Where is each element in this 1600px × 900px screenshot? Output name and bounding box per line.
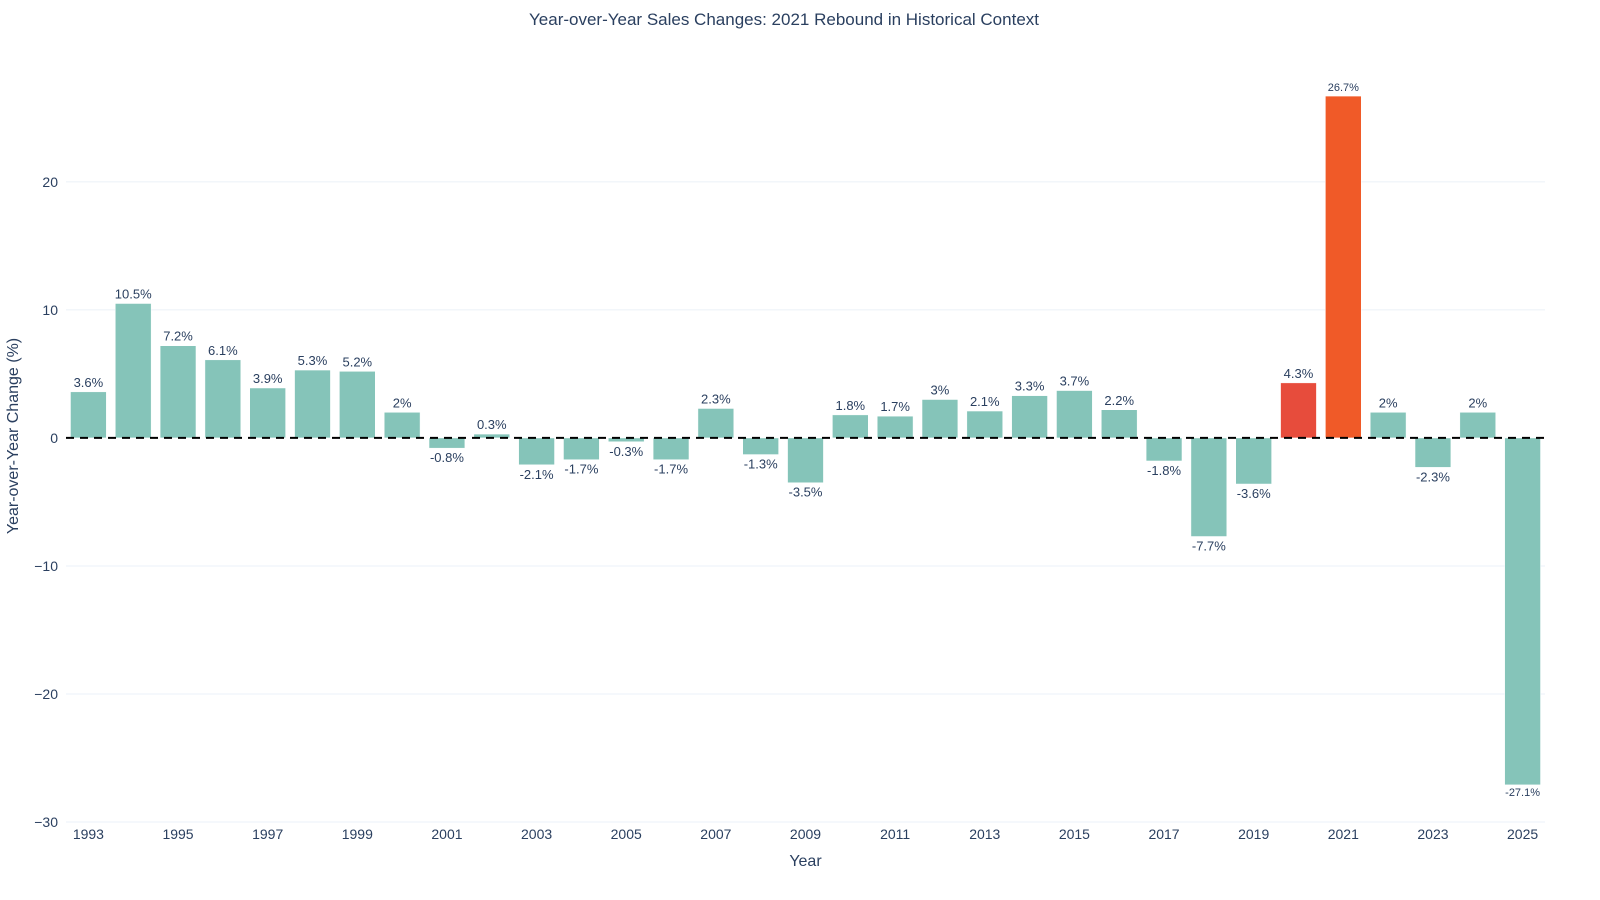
y-axis-title: Year-over-Year Change (%) bbox=[5, 337, 22, 535]
y-tick-label: −20 bbox=[34, 686, 58, 702]
data-label-2017: -1.8% bbox=[1147, 463, 1181, 478]
data-label-2001: -0.8% bbox=[430, 450, 464, 465]
bar-2010 bbox=[832, 414, 869, 439]
data-label-2002: 0.3% bbox=[477, 417, 507, 432]
data-label-1995: 7.2% bbox=[163, 329, 193, 344]
data-label-2010: 1.8% bbox=[835, 398, 865, 413]
bar-2019 bbox=[1235, 437, 1272, 485]
bar-2004 bbox=[563, 437, 600, 460]
chart-title: Year-over-Year Sales Changes: 2021 Rebou… bbox=[529, 10, 1039, 29]
bar-2001 bbox=[428, 437, 466, 449]
x-tick-label: 1999 bbox=[342, 826, 373, 842]
x-tick-label: 1995 bbox=[162, 826, 193, 842]
bar-2003 bbox=[518, 437, 555, 466]
bar-2023 bbox=[1414, 437, 1452, 468]
y-tick-label: 20 bbox=[42, 174, 58, 190]
data-label-1997: 3.9% bbox=[253, 371, 283, 386]
data-label-2008: -1.3% bbox=[744, 457, 778, 472]
bar-2012 bbox=[921, 399, 959, 439]
data-label-1999: 5.2% bbox=[342, 354, 372, 369]
x-tick-label: 2005 bbox=[611, 826, 642, 842]
data-label-1993: 3.6% bbox=[74, 375, 104, 390]
x-tick-label: 2025 bbox=[1507, 826, 1538, 842]
data-label-2023: -2.3% bbox=[1416, 469, 1450, 484]
bar-2011 bbox=[876, 415, 914, 439]
data-label-2024: 2% bbox=[1468, 395, 1487, 410]
bar-1995 bbox=[159, 345, 197, 439]
data-label-2015: 3.7% bbox=[1060, 374, 1090, 389]
data-label-2013: 2.1% bbox=[970, 394, 1000, 409]
x-tick-label: 2015 bbox=[1059, 826, 1090, 842]
data-label-2007: 2.3% bbox=[701, 391, 731, 406]
bar-2013 bbox=[966, 410, 1003, 439]
bar-1997 bbox=[249, 387, 286, 439]
data-label-2004: -1.7% bbox=[564, 462, 598, 477]
data-label-2016: 2.2% bbox=[1104, 393, 1134, 408]
data-label-2021: 26.7% bbox=[1328, 82, 1359, 94]
x-tick-label: 2013 bbox=[969, 826, 1000, 842]
bar-2008 bbox=[742, 437, 779, 455]
data-label-2018: -7.7% bbox=[1192, 539, 1226, 554]
data-label-2003: -2.1% bbox=[520, 467, 554, 482]
data-label-2020: 4.3% bbox=[1284, 366, 1314, 381]
data-label-1998: 5.3% bbox=[298, 353, 328, 368]
bar-1994 bbox=[115, 303, 152, 439]
bar-2025 bbox=[1504, 437, 1541, 786]
bar-2020 bbox=[1280, 382, 1317, 439]
x-tick-label: 2001 bbox=[431, 826, 462, 842]
x-tick-label: 1993 bbox=[73, 826, 104, 842]
data-label-2022: 2% bbox=[1379, 395, 1398, 410]
data-label-2025: -27.1% bbox=[1505, 787, 1540, 799]
x-tick-label: 2023 bbox=[1417, 826, 1448, 842]
bar-2017 bbox=[1145, 437, 1183, 462]
x-tick-label: 1997 bbox=[252, 826, 283, 842]
x-axis-title: Year bbox=[789, 853, 822, 870]
bar-2024 bbox=[1459, 412, 1496, 439]
bar-1996 bbox=[204, 359, 242, 439]
y-tick-label: −30 bbox=[34, 814, 58, 830]
y-tick-label: 0 bbox=[50, 430, 58, 446]
data-label-2006: -1.7% bbox=[654, 462, 688, 477]
bar-2000 bbox=[383, 412, 421, 439]
bar-2006 bbox=[652, 437, 690, 460]
x-tick-label: 2009 bbox=[790, 826, 821, 842]
x-tick-label: 2003 bbox=[521, 826, 552, 842]
data-label-2000: 2% bbox=[393, 395, 412, 410]
bar-2016 bbox=[1101, 409, 1138, 439]
bar-2022 bbox=[1369, 412, 1407, 439]
data-label-2009: -3.5% bbox=[789, 485, 823, 500]
x-tick-label: 2019 bbox=[1238, 826, 1269, 842]
data-label-2019: -3.6% bbox=[1237, 486, 1271, 501]
data-label-2005: -0.3% bbox=[609, 444, 643, 459]
bar-2015 bbox=[1056, 390, 1093, 439]
data-label-1994: 10.5% bbox=[115, 286, 152, 301]
bar-1999 bbox=[339, 371, 376, 439]
bar-2007 bbox=[697, 408, 735, 439]
bar-1998 bbox=[294, 369, 331, 439]
x-tick-label: 2017 bbox=[1148, 826, 1179, 842]
y-tick-label: 10 bbox=[42, 302, 58, 318]
data-label-1996: 6.1% bbox=[208, 343, 238, 358]
data-label-2014: 3.3% bbox=[1015, 379, 1045, 394]
bar-1993 bbox=[70, 391, 107, 439]
x-tick-label: 2011 bbox=[880, 826, 910, 842]
x-tick-label: 2007 bbox=[700, 826, 731, 842]
x-tick-label: 2021 bbox=[1328, 826, 1359, 842]
bar-2014 bbox=[1011, 395, 1048, 439]
data-label-2011: 1.7% bbox=[880, 399, 910, 414]
bar-2021 bbox=[1325, 95, 1362, 439]
bar-2009 bbox=[787, 437, 824, 483]
bar-2018 bbox=[1190, 437, 1228, 537]
y-tick-label: −10 bbox=[34, 558, 58, 574]
data-label-2012: 3% bbox=[931, 383, 950, 398]
